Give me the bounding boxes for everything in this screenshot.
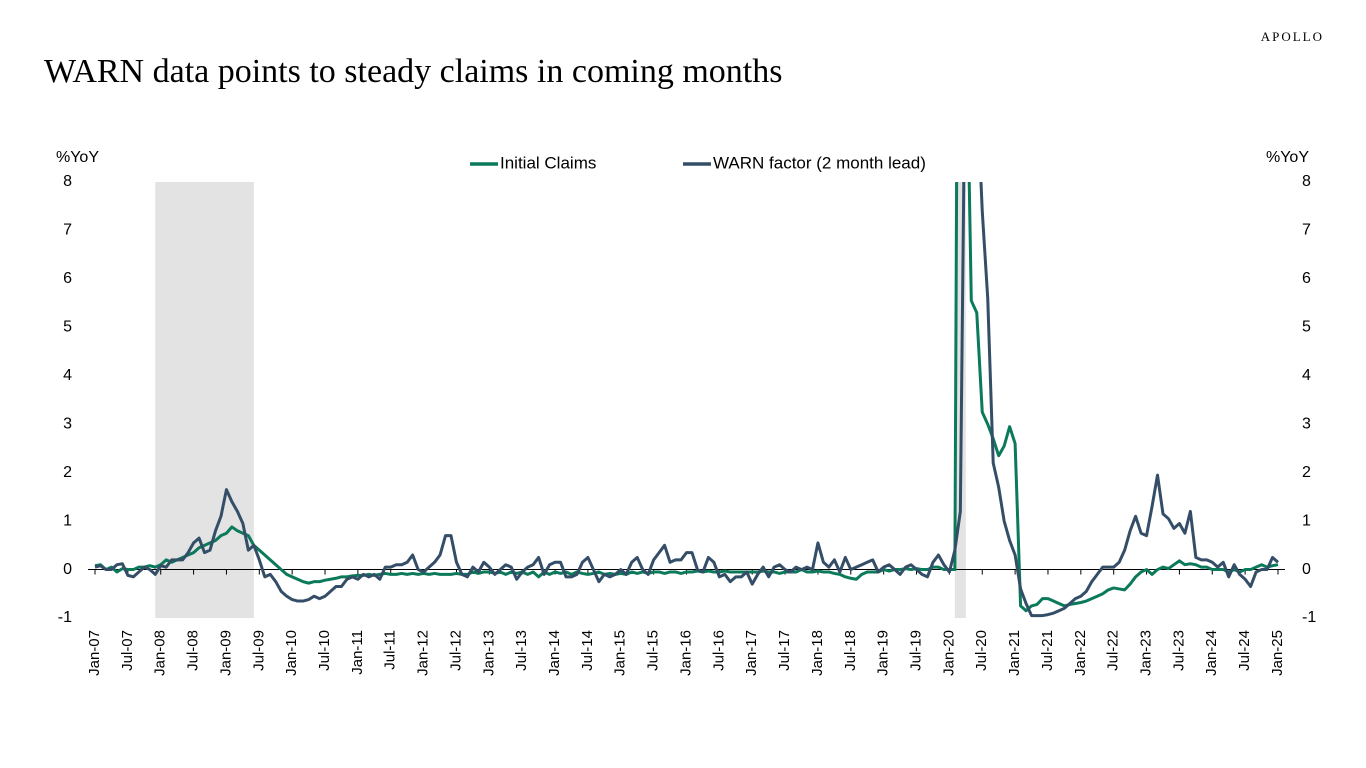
x-tick-label: Jul-18 <box>842 630 859 671</box>
x-tick-label: Jan-19 <box>875 630 892 676</box>
x-tick-label: Jul-17 <box>776 630 793 671</box>
y-axis-label: %YoY <box>56 149 99 166</box>
x-tick-label: Jul-21 <box>1039 630 1056 671</box>
x-tick-label: Jan-23 <box>1138 630 1155 676</box>
brand: APOLLO <box>1261 29 1324 44</box>
y2-tick-label: 5 <box>1302 319 1311 336</box>
y-tick-label: 2 <box>63 464 72 481</box>
x-tick-label: Jul-11 <box>382 630 399 670</box>
x-tick-label: Jan-22 <box>1072 630 1089 676</box>
shading <box>155 182 966 618</box>
x-tick-label: Jan-13 <box>480 630 497 676</box>
x-tick-label: Jul-12 <box>447 630 464 671</box>
y2-tick-label: 1 <box>1302 512 1311 529</box>
y2-tick-label: 4 <box>1302 367 1311 384</box>
x-tick-label: Jul-13 <box>513 630 530 671</box>
y-tick-label: 1 <box>63 512 72 529</box>
y2-tick-label: -1 <box>1302 609 1316 626</box>
y2-tick-label: 0 <box>1302 561 1311 578</box>
x-tick-label: Jan-07 <box>86 630 103 676</box>
x-tick-label: Jan-17 <box>743 630 760 676</box>
y2-tick-label: 2 <box>1302 464 1311 481</box>
x-tick-label: Jan-24 <box>1203 630 1220 676</box>
y-tick-label: -1 <box>58 609 72 626</box>
y-tick-label: 6 <box>63 270 72 287</box>
x-tick-label: Jul-07 <box>119 630 136 671</box>
plot-area <box>88 182 1285 618</box>
series-line <box>94 182 1279 613</box>
chart-title: WARN data points to steady claims in com… <box>44 53 782 90</box>
x-tick-label: Jul-09 <box>250 630 267 671</box>
x-tick-label: Jul-23 <box>1170 630 1187 671</box>
x-tick-label: Jan-20 <box>940 630 957 676</box>
x-tick-label: Jan-12 <box>415 630 432 676</box>
x-tick-label: Jan-16 <box>677 630 694 676</box>
x-tick-label: Jan-10 <box>283 630 300 676</box>
x-tick-label: Jan-11 <box>349 630 366 675</box>
legend-label: WARN factor (2 month lead) <box>713 153 926 172</box>
y-tick-label: 8 <box>63 173 72 190</box>
x-tick-label: Jul-16 <box>710 630 727 671</box>
x-tick-label: Jan-14 <box>546 630 563 676</box>
x-tick-label: Jan-25 <box>1269 630 1286 676</box>
x-tick-label: Jan-08 <box>152 630 169 676</box>
x-tick-label: Jan-09 <box>217 630 234 676</box>
y-tick-label: 0 <box>63 561 72 578</box>
x-tick-label: Jan-21 <box>1006 630 1023 676</box>
y2-axis-label: %YoY <box>1266 149 1309 166</box>
y2-tick-label: 8 <box>1302 173 1311 190</box>
y-tick-label: 4 <box>63 367 72 384</box>
x-tick-label: Jul-08 <box>185 630 202 671</box>
x-tick-label: Jul-15 <box>645 630 662 671</box>
legend-label: Initial Claims <box>500 153 596 172</box>
x-tick-label: Jul-22 <box>1105 630 1122 671</box>
y-tick-label: 7 <box>63 222 72 239</box>
x-tick-label: Jul-20 <box>973 630 990 671</box>
y-tick-label: 3 <box>63 415 72 432</box>
y2-tick-label: 6 <box>1302 270 1311 287</box>
y2-tick-label: 7 <box>1302 222 1311 239</box>
x-tick-label: Jul-24 <box>1236 630 1253 671</box>
x-tick-label: Jul-19 <box>907 630 924 671</box>
y-tick-label: 5 <box>63 319 72 336</box>
y2-tick-label: 3 <box>1302 415 1311 432</box>
x-tick-label: Jan-18 <box>809 630 826 676</box>
x-tick-label: Jul-10 <box>316 630 333 671</box>
x-tick-label: Jan-15 <box>612 630 629 676</box>
series-line <box>94 182 1279 618</box>
x-tick-label: Jul-14 <box>579 630 596 671</box>
